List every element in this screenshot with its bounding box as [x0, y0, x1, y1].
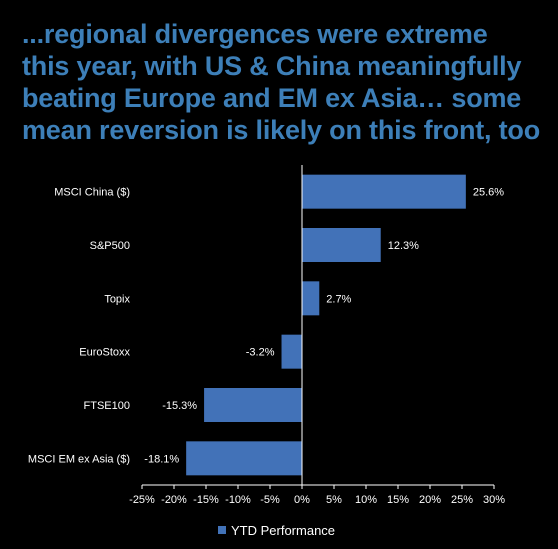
title-line: beating Europe and EM ex Asia… some: [22, 83, 522, 113]
data-label: -15.3%: [162, 400, 197, 412]
bar: [302, 174, 466, 209]
x-tick-label: -20%: [161, 494, 187, 506]
x-tick-label: 0%: [294, 494, 310, 506]
category-label: Topix: [104, 293, 130, 305]
x-tick-label: -5%: [260, 494, 280, 506]
bar: [281, 334, 302, 369]
data-label: 2.7%: [326, 293, 351, 305]
title-line: mean reversion is likely on this front, …: [22, 115, 541, 145]
chart-title: ...regional divergences were extreme thi…: [22, 18, 542, 146]
data-label: -18.1%: [144, 453, 179, 465]
x-tick-label: 25%: [451, 494, 473, 506]
x-tick-label: 5%: [326, 494, 342, 506]
x-tick-label: -15%: [193, 494, 219, 506]
legend-swatch: [218, 526, 226, 534]
category-label: S&P500: [90, 240, 130, 252]
category-label: MSCI China ($): [54, 187, 130, 199]
bar: [204, 388, 302, 422]
legend-label: YTD Performance: [231, 523, 335, 538]
category-label: EuroStoxx: [79, 347, 130, 359]
category-label: FTSE100: [84, 400, 130, 412]
category-label: MSCI EM ex Asia ($): [28, 453, 130, 465]
x-tick-label: -10%: [225, 494, 251, 506]
x-tick-label: 10%: [355, 494, 377, 506]
bar: [186, 441, 302, 476]
bar: [302, 281, 320, 316]
data-label: 12.3%: [388, 240, 419, 252]
x-tick-label: 30%: [483, 494, 505, 506]
x-tick-label: -25%: [129, 494, 155, 506]
title-line: this year, with US & China meaningfully: [22, 51, 522, 81]
data-label: -3.2%: [246, 347, 275, 359]
bar: [302, 228, 381, 262]
title-line: ...regional divergences were extreme: [22, 19, 488, 49]
data-label: 25.6%: [473, 187, 504, 199]
x-tick-label: 15%: [387, 494, 409, 506]
x-tick-label: 20%: [419, 494, 441, 506]
